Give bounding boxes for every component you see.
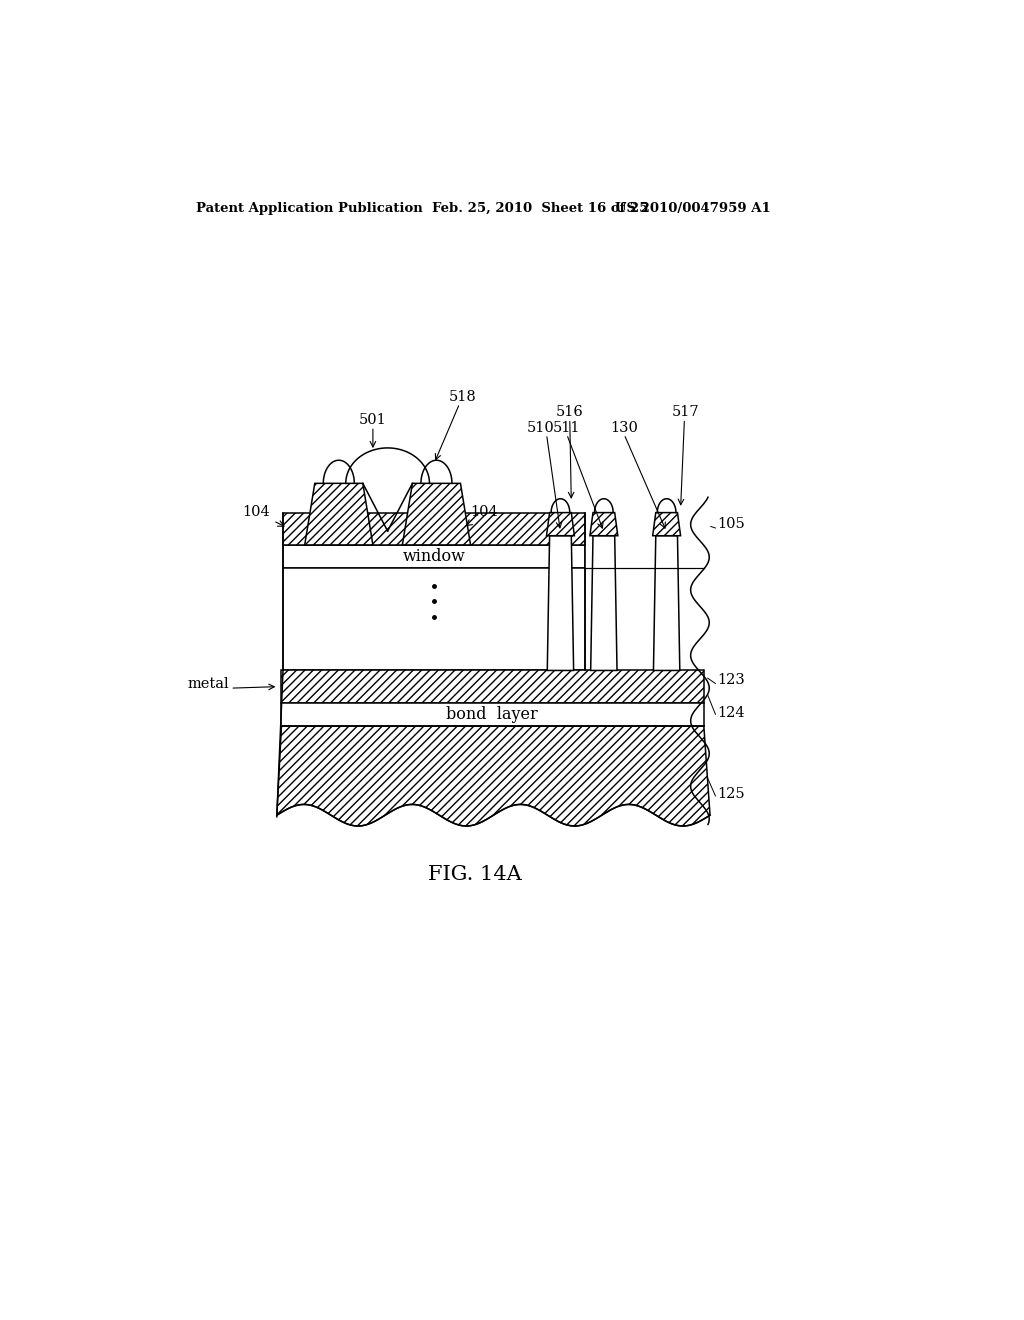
Polygon shape: [283, 512, 586, 545]
Polygon shape: [283, 545, 586, 568]
Text: bond  layer: bond layer: [445, 706, 538, 723]
Text: 501: 501: [359, 413, 387, 428]
Text: 516: 516: [556, 405, 584, 420]
Text: 125: 125: [717, 787, 744, 800]
Text: Patent Application Publication: Patent Application Publication: [197, 202, 423, 215]
Polygon shape: [652, 512, 681, 536]
Text: metal: metal: [187, 677, 228, 692]
Text: 123: 123: [717, 673, 744, 686]
Polygon shape: [590, 512, 617, 536]
Text: 130: 130: [610, 421, 638, 434]
Polygon shape: [653, 536, 680, 671]
Text: 124: 124: [717, 706, 744, 719]
Text: 517: 517: [672, 405, 699, 420]
Text: 104: 104: [243, 506, 284, 527]
Polygon shape: [282, 702, 703, 726]
Text: 105: 105: [717, 517, 744, 531]
Polygon shape: [276, 726, 710, 826]
Text: window: window: [402, 548, 466, 565]
Text: 518: 518: [449, 389, 477, 404]
Text: Feb. 25, 2010  Sheet 16 of 25: Feb. 25, 2010 Sheet 16 of 25: [432, 202, 648, 215]
Polygon shape: [402, 483, 471, 545]
Polygon shape: [547, 536, 573, 671]
Text: 104: 104: [466, 506, 499, 525]
Polygon shape: [591, 536, 617, 671]
Text: 510: 510: [526, 421, 554, 434]
Text: US 2010/0047959 A1: US 2010/0047959 A1: [614, 202, 770, 215]
Polygon shape: [282, 671, 703, 702]
Text: 511: 511: [553, 421, 581, 434]
Polygon shape: [586, 535, 700, 568]
Polygon shape: [283, 568, 586, 671]
Polygon shape: [547, 512, 574, 536]
Polygon shape: [305, 483, 373, 545]
Text: FIG. 14A: FIG. 14A: [428, 865, 522, 884]
